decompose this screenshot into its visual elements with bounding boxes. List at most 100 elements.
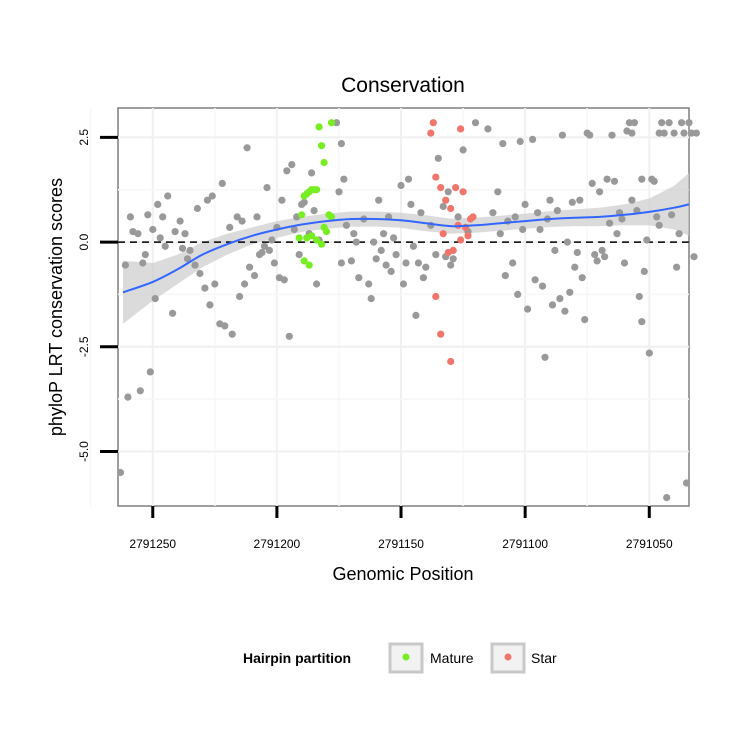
point-mature [298,211,306,219]
point-other [295,251,303,259]
point-other [618,215,626,223]
point-star [452,184,460,192]
point-other [169,309,177,317]
point-other [650,177,658,185]
point-other [653,213,661,221]
point-other [337,140,345,148]
point-other [635,292,643,301]
point-other [556,295,564,303]
point-other [355,274,363,282]
point-other [643,236,651,244]
point-other [387,267,395,275]
point-other [382,261,390,269]
y-tick-label: 0.0 [77,233,91,250]
legend-title: Hairpin partition [243,650,351,666]
point-other [191,261,199,269]
point-other [561,307,569,315]
point-other [678,119,686,127]
point-other [655,221,663,229]
point-other [250,272,259,280]
point-other [178,244,187,252]
point-other [347,257,355,265]
point-other [246,263,254,271]
point-other [511,213,519,221]
point-other [417,209,425,217]
point-other [126,213,134,221]
point-other [243,144,251,152]
point-star [464,232,472,240]
point-other [447,261,455,269]
point-star [442,196,450,204]
point-other [489,209,497,217]
point-mature [305,261,313,269]
point-other [529,135,537,143]
point-star [457,236,465,244]
smooth-curve-layer [122,203,690,294]
y-tick-label: -2.5 [77,336,91,357]
point-other [638,175,646,183]
point-other [536,225,544,234]
point-other [399,280,408,288]
point-other [404,175,413,183]
point-mature [327,213,336,221]
point-other [568,198,576,206]
point-other [268,236,276,244]
point-other [221,322,229,330]
point-other [201,284,209,292]
point-other [531,276,539,284]
point-other [630,119,639,127]
point-other [576,196,584,204]
point-star [457,125,465,133]
x-axis-ticks: 2791250 2791200 2791150 2791100 2791050 [129,506,673,551]
point-other [218,179,226,187]
point-other [591,251,599,259]
point-other [365,280,373,288]
point-other [471,119,480,127]
point-other [658,119,666,127]
point-other [372,255,380,263]
point-other [414,259,422,267]
point-other [610,177,619,185]
point-other [203,196,211,204]
point-other [673,263,681,271]
point-other [606,219,614,227]
point-other [516,137,524,146]
point-other [265,246,273,254]
point-other [124,393,132,401]
point-mature [318,240,326,248]
point-mature [300,192,308,200]
point-other [193,204,201,213]
point-other [171,228,179,236]
legend-label-mature: Mature [430,650,474,666]
point-other [484,125,492,133]
point-other [397,181,405,190]
legend-star-dot [504,653,512,661]
point-other [459,146,467,154]
point-other [496,230,504,238]
point-other [628,196,636,204]
point-other [308,169,316,177]
x-tick-label: 2791150 [378,537,424,551]
point-other [380,230,388,238]
point-other [300,198,308,206]
point-other [608,131,616,139]
confidence-ribbon [123,172,689,324]
point-other [521,200,529,208]
legend-mature-dot [402,653,410,661]
point-other [573,248,581,257]
point-other [263,184,271,192]
y-axis-ticks: 2.5 0.0 -2.5 -5.0 [77,129,118,462]
point-other [238,217,246,225]
point-other [655,129,663,137]
point-other [454,213,462,221]
point-other [370,238,378,246]
x-axis-title: Genomic Position [332,564,473,584]
point-other [136,387,144,395]
point-other [285,332,293,340]
point-star [444,248,452,257]
point-other [236,292,244,301]
point-mature [300,257,308,265]
point-other [350,230,358,238]
point-other [375,196,383,204]
point-other [337,259,345,267]
